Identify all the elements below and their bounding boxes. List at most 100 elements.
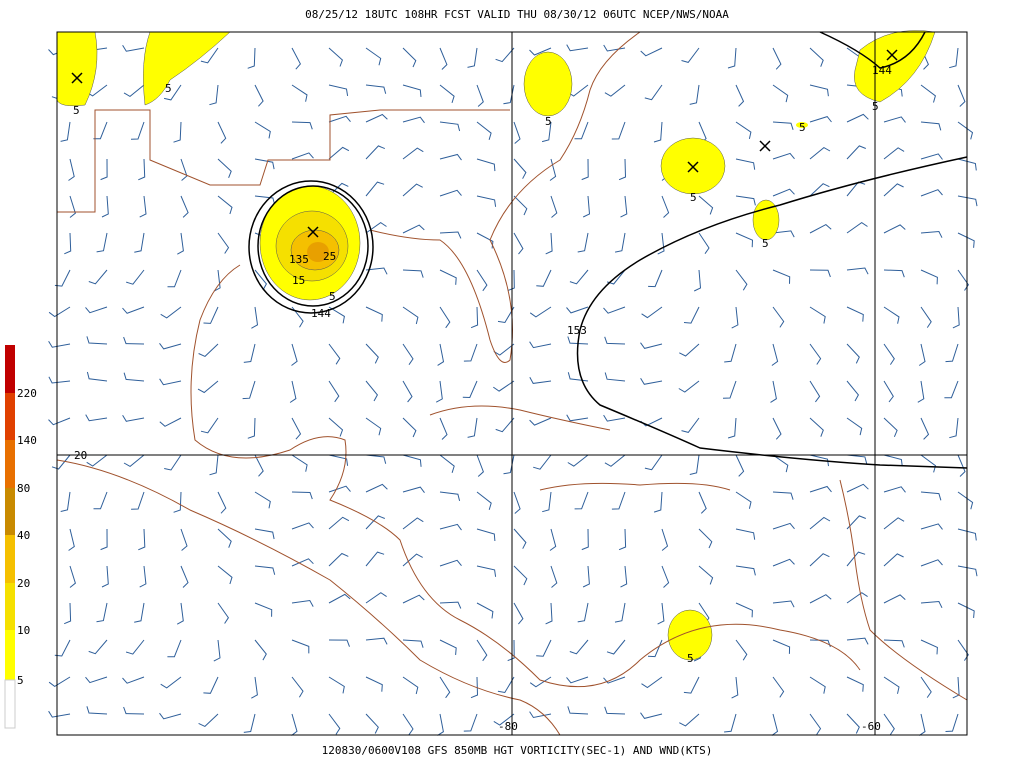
wind-barb bbox=[217, 232, 230, 254]
wind-barb bbox=[582, 565, 590, 588]
wind-barb bbox=[735, 269, 748, 291]
wind-barb bbox=[883, 713, 895, 735]
wind-barb bbox=[689, 84, 700, 105]
wind-barb bbox=[159, 712, 182, 720]
wind-barb bbox=[209, 454, 219, 476]
wind-barb bbox=[641, 306, 663, 319]
legend-label: 10 bbox=[17, 624, 30, 637]
wind-barb bbox=[180, 195, 189, 218]
wind-barb bbox=[653, 491, 663, 513]
wind-barb bbox=[722, 380, 737, 399]
wind-barb bbox=[159, 343, 182, 350]
wind-barb bbox=[920, 84, 936, 103]
wind-barb bbox=[365, 676, 383, 692]
wind-barb bbox=[582, 195, 591, 218]
wind-barb bbox=[101, 565, 109, 588]
wind-barb bbox=[846, 113, 869, 123]
wind-barb bbox=[328, 115, 351, 123]
wind-barb bbox=[772, 676, 785, 698]
wind-barb bbox=[439, 601, 462, 609]
wind-barb bbox=[735, 232, 754, 248]
wind-barb bbox=[809, 146, 831, 160]
wind-barb bbox=[470, 306, 479, 329]
wind-barb bbox=[809, 516, 831, 530]
wind-barb bbox=[100, 528, 108, 551]
wind-barb bbox=[134, 602, 145, 623]
wind-barb bbox=[163, 84, 182, 101]
wind-barb bbox=[328, 417, 344, 437]
wind-barb bbox=[503, 454, 515, 475]
wind-barb bbox=[698, 195, 714, 215]
wind-barb bbox=[952, 306, 960, 329]
wind-barb bbox=[476, 528, 496, 542]
wind-barb bbox=[159, 417, 182, 427]
wind-barb bbox=[883, 147, 905, 160]
wind-barb bbox=[493, 713, 515, 726]
wind-barb bbox=[467, 47, 478, 68]
wind-barb bbox=[328, 343, 341, 365]
wind-barb bbox=[957, 454, 966, 477]
color-legend: 220 140 80 40 20 10 5 bbox=[4, 345, 37, 729]
wind-barb bbox=[86, 454, 108, 467]
wind-barb bbox=[735, 639, 748, 661]
wind-barb bbox=[846, 343, 860, 364]
legend-swatch bbox=[5, 488, 15, 535]
wind-barb bbox=[138, 158, 146, 181]
wind-barb bbox=[93, 121, 108, 140]
wind-barb bbox=[883, 380, 894, 403]
wind-barb bbox=[771, 713, 779, 736]
wind-barb bbox=[402, 639, 424, 648]
wind-barb bbox=[731, 676, 739, 699]
wind-barb bbox=[476, 269, 488, 292]
wind-barb bbox=[920, 454, 937, 473]
wind-barb bbox=[402, 713, 414, 735]
wind-barb bbox=[809, 594, 832, 604]
wind-barb bbox=[549, 528, 557, 551]
wind-barb bbox=[96, 602, 108, 623]
wind-barb bbox=[365, 47, 382, 66]
wind-barb bbox=[735, 491, 752, 509]
wind-barb bbox=[957, 232, 975, 248]
wind-barb bbox=[197, 380, 219, 394]
wind-barb bbox=[439, 269, 457, 285]
legend-label: 220 bbox=[17, 387, 37, 400]
wind-barb bbox=[957, 528, 977, 541]
wind-barb bbox=[495, 47, 515, 63]
wind-barb bbox=[809, 116, 832, 123]
wind-barb bbox=[291, 639, 310, 654]
wind-barb bbox=[945, 713, 959, 732]
wind-barb bbox=[503, 84, 515, 105]
wind-barb bbox=[254, 454, 264, 477]
wind-barb bbox=[402, 147, 424, 160]
height-contours bbox=[248, 31, 968, 469]
contour-label: 5 bbox=[762, 237, 769, 250]
wind-barb bbox=[957, 639, 969, 661]
wind-barb bbox=[439, 189, 462, 197]
wind-barb bbox=[541, 121, 552, 143]
wind-barb bbox=[618, 528, 627, 551]
wind-barb bbox=[920, 306, 932, 328]
wind-barb bbox=[683, 676, 700, 694]
wind-barb bbox=[918, 713, 926, 736]
wind-barb bbox=[217, 602, 230, 624]
wind-barb bbox=[883, 224, 906, 234]
wind-barb bbox=[772, 522, 795, 530]
wind-barb bbox=[328, 713, 341, 735]
wind-barb bbox=[603, 676, 626, 684]
wind-barb bbox=[883, 417, 898, 437]
wind-barb bbox=[291, 417, 302, 440]
wind-barb bbox=[123, 372, 145, 382]
wind-barb bbox=[439, 559, 462, 567]
wind-barb bbox=[727, 417, 737, 439]
wind-barb bbox=[920, 523, 943, 530]
wind-barb bbox=[173, 121, 182, 143]
wind-barb bbox=[328, 146, 350, 160]
wind-barb bbox=[846, 713, 860, 734]
wind-barb bbox=[463, 343, 478, 362]
wind-barb bbox=[846, 676, 864, 692]
wind-barb bbox=[549, 158, 557, 181]
wind-barb bbox=[883, 183, 904, 197]
wind-barb bbox=[567, 336, 589, 345]
wind-barb bbox=[920, 639, 938, 655]
wind-barb bbox=[48, 306, 71, 318]
